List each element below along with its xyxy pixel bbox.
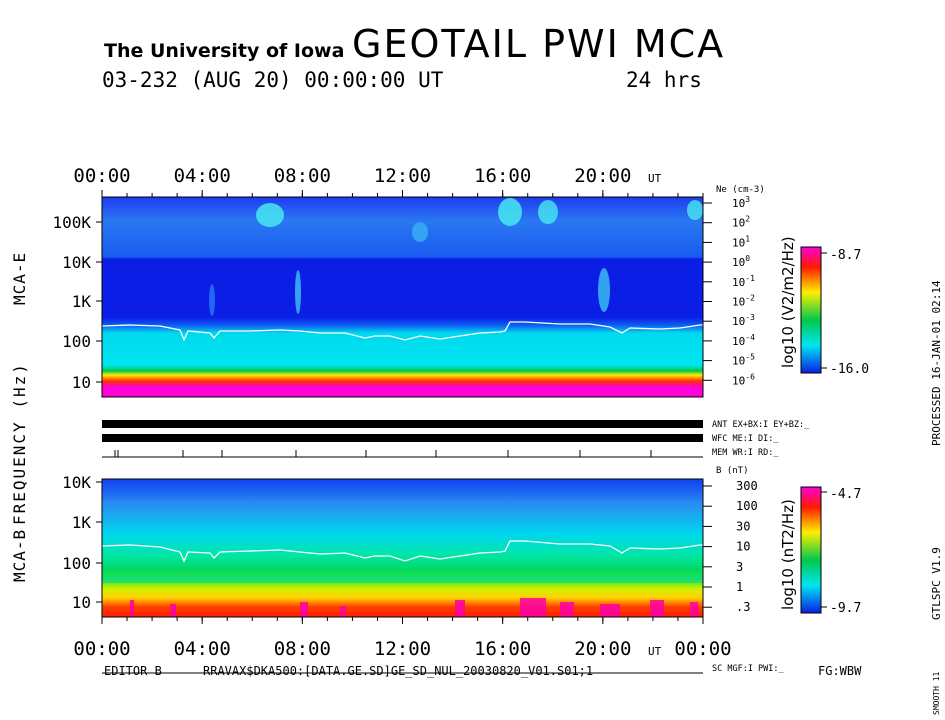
mca-e-y-tick-label: 10 (72, 373, 91, 392)
institution-label: The University of Iowa (104, 40, 345, 62)
mca-e-right-tick-label: 10-1 (732, 274, 755, 289)
mca-b-right-tick-label: 3 (736, 560, 743, 574)
mca-b-trace (101, 540, 703, 563)
mca-b-right-tick-label: 30 (736, 519, 750, 533)
mca-e-spectrogram (102, 197, 703, 397)
mca-e-x-tick-label: 08:00 (274, 165, 331, 187)
mca-e-colorbar-max: -8.7 (830, 248, 861, 263)
mca-e-x-tick-label: 12:00 (374, 165, 431, 187)
mca-b-y-tick-label: 10 (72, 593, 91, 612)
fg-label: FG:WBW (818, 664, 862, 678)
mca-b-x-tick-label: 16:00 (474, 638, 531, 660)
status-mem: MEM WR:I RD:_ (712, 448, 779, 458)
mca-b-y-tick-label: 100 (62, 554, 91, 573)
mca-e-right-tick-label: 10-6 (732, 372, 755, 387)
mca-e-right-tick-label: 10-5 (732, 353, 755, 368)
mca-e-plasma-trace (101, 321, 703, 342)
date-line: 03-232 (AUG 20) 00:00:00 UT (102, 68, 444, 92)
mem-status-markers (114, 450, 652, 457)
mca-e-right-tick-label: 102 (732, 215, 750, 230)
mca-e-x-tick-label: 16:00 (474, 165, 531, 187)
mca-e-x-tick-label: 04:00 (174, 165, 231, 187)
mca-e-xlabel: UT (648, 172, 662, 185)
mca-b-right-tick-label: 300 (736, 479, 758, 493)
mca-e-panel (101, 196, 704, 398)
status-sc: SC MGF:I PWI:_ (712, 664, 784, 674)
mca-e-right-axis-label: Ne (cm-3) (716, 185, 765, 195)
mca-e-colorbar (800, 246, 827, 374)
mca-e-x-tick-label: 00:00 (73, 165, 130, 187)
mca-e-colorbar-min: -16.0 (830, 362, 869, 377)
mca-b-right-tick-label: 1 (736, 580, 743, 594)
mca-b-x-tick-label: 08:00 (274, 638, 331, 660)
status-wfc: WFC ME:I DI:_ (712, 434, 779, 444)
mca-b-right-tick-label: .3 (736, 600, 750, 614)
mca-b-x-tick-label: 20:00 (574, 638, 631, 660)
mca-b-right-tick-label: 10 (736, 540, 750, 554)
mca-e-y-tick-label: 1K (72, 292, 92, 311)
mca-e-right-tick-label: 10-3 (732, 313, 755, 328)
ant-status-bar (102, 420, 703, 428)
time-span: 24 hrs (626, 68, 702, 92)
mca-b-x-tick-label: 00:00 (73, 638, 130, 660)
mca-e-y-tick-label: 100 (62, 332, 91, 351)
mca-b-colorbar-label: log10 (nT2/Hz) (779, 499, 797, 610)
wfc-status-bar (102, 434, 703, 442)
mca-b-y-tick-label: 1K (72, 513, 92, 532)
mca-b-x-tick-label: 04:00 (174, 638, 231, 660)
mca-b-y-tick-label: 10K (62, 473, 91, 492)
mca-b-right-tick-label: 100 (736, 499, 758, 513)
mca-b-xlabel: UT (648, 645, 662, 658)
mca-e-colorbar-label: log10 (V2/m2/Hz) (779, 236, 797, 368)
mca-e-y-tick-label: 10K (62, 253, 91, 272)
mca-b-x-tick-label: 12:00 (374, 638, 431, 660)
status-ant: ANT EX+BX:I EY+BZ:_ (712, 420, 810, 430)
mca-b-spectrogram (102, 479, 703, 617)
mca-e-right-tick-label: 101 (732, 234, 750, 249)
mca-e-y-tick-label: 100K (52, 213, 91, 232)
mca-e-right-tick-label: 10-4 (732, 333, 755, 348)
mca-e-right-tick-label: 103 (732, 195, 750, 210)
editor-label: EDITOR B (104, 664, 162, 678)
mca-b-x-tick-label: 00:00 (674, 638, 731, 660)
file-path-label: RRAVAX$DKA500:[DATA.GE.SD]GE_SD_NUL_2003… (203, 664, 594, 678)
mca-b-panel (101, 478, 704, 618)
mca-b-colorbar-max: -4.7 (830, 487, 861, 502)
page-title: GEOTAIL PWI MCA (352, 22, 726, 66)
mca-b-colorbar (800, 486, 827, 614)
mca-e-right-tick-label: 10-2 (732, 294, 755, 309)
mca-b-right-axis-label: B (nT) (716, 466, 749, 476)
mca-e-right-tick-label: 100 (732, 254, 750, 269)
mca-b-colorbar-min: -9.7 (830, 601, 861, 616)
mca-e-x-tick-label: 20:00 (574, 165, 631, 187)
